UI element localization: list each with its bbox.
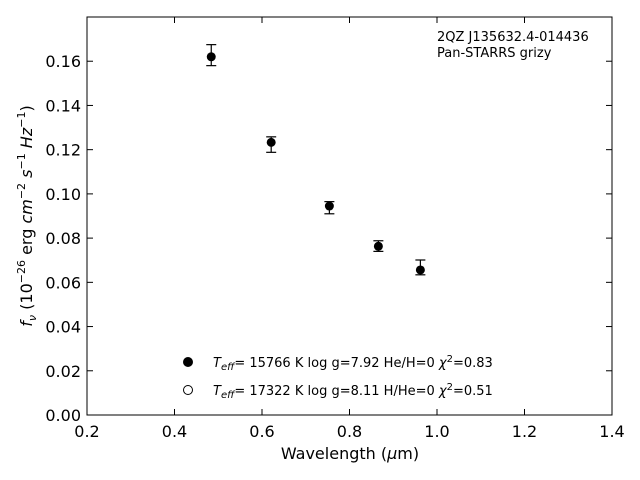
y-axis-label: fν (10−26 erg cm−2 s−1 Hz−1)	[15, 105, 39, 326]
annotation-target: 2QZ J135632.4-014436	[437, 30, 589, 45]
y-tick-label: 0.06	[45, 273, 81, 292]
legend: Teff= 15766 K log g=7.92 He/H=0 χ2=0.83 T…	[183, 354, 493, 401]
y-tick-label: 0.08	[45, 229, 81, 248]
y-tick-label: 0.00	[45, 406, 81, 425]
y-tick-label: 0.02	[45, 362, 81, 381]
x-tick-label: 0.8	[337, 422, 362, 441]
y-tick-label: 0.14	[45, 96, 81, 115]
legend-marker-open	[183, 385, 193, 395]
legend-marker-filled	[183, 357, 193, 367]
data-point	[373, 241, 383, 251]
x-tick-label: 0.6	[249, 422, 274, 441]
x-tick-label: 1.2	[512, 422, 537, 441]
data-point	[266, 137, 276, 147]
x-axis-label: Wavelength (μm)	[281, 444, 419, 463]
x-tick-label: 1.0	[424, 422, 449, 441]
annotation-survey: Pan-STARRS grizy	[437, 46, 552, 61]
x-ticks: 0.2 0.4 0.6 0.8 1.0 1.2 1.4	[74, 17, 625, 441]
x-tick-label: 1.4	[599, 422, 624, 441]
y-tick-label: 0.12	[45, 141, 81, 160]
legend-entry-text: Teff= 15766 K log g=7.92 He/H=0 χ2=0.83	[213, 354, 493, 373]
y-tick-label: 0.04	[45, 318, 81, 337]
data-points	[206, 44, 426, 276]
legend-entry-text: Teff= 17322 K log g=8.11 H/He=0 χ2=0.51	[213, 382, 493, 401]
x-tick-label: 0.2	[74, 422, 99, 441]
y-tick-label: 0.10	[45, 185, 81, 204]
y-ticks: 0.00 0.02 0.04 0.06 0.08 0.10 0.12 0.14 0.16	[45, 52, 612, 425]
data-point	[415, 265, 425, 275]
data-point	[206, 52, 216, 62]
x-tick-label: 0.4	[162, 422, 187, 441]
data-point	[324, 201, 334, 211]
y-tick-label: 0.16	[45, 52, 81, 71]
